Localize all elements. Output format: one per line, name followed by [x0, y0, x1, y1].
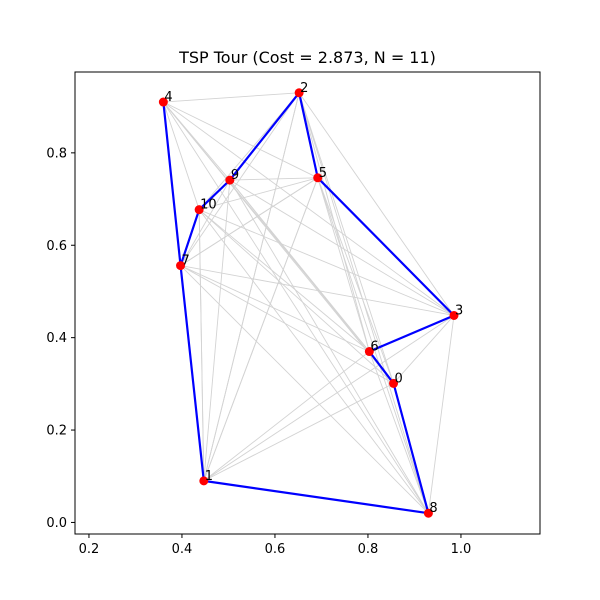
- background-edge-1-3: [203, 315, 455, 482]
- background-edge-1-0: [203, 382, 394, 482]
- node-label-9: 9: [231, 168, 239, 183]
- node-label-4: 4: [164, 90, 172, 105]
- background-edge-5-6: [317, 177, 370, 352]
- plot-area-frame: [74, 71, 541, 535]
- background-edge-6-8: [368, 351, 429, 514]
- background-edge-7-3: [180, 265, 455, 316]
- node-point-1: [199, 476, 209, 486]
- background-edge-4-10: [162, 101, 200, 210]
- node-label-2: 2: [300, 81, 308, 96]
- node-point-0: [389, 378, 399, 388]
- node-point-6: [364, 347, 374, 357]
- background-edge-4-5: [163, 101, 318, 179]
- node-point-5: [313, 173, 323, 183]
- y-tick-label: 0.0: [46, 516, 67, 531]
- node-point-8: [423, 508, 433, 518]
- x-axis-ticks: 0.2 0.4 0.6 0.8 1.0: [79, 534, 472, 557]
- y-tick-label: 0.4: [46, 331, 67, 346]
- background-edge-9-5: [229, 177, 318, 181]
- background-edge-4-2: [163, 92, 300, 103]
- chart-title: TSP Tour (Cost = 2.873, N = 11): [178, 48, 436, 67]
- node-point-9: [225, 175, 235, 185]
- node-label-10: 10: [200, 198, 217, 213]
- background-edge-3-0: [393, 315, 455, 384]
- x-tick-label: 1.0: [451, 542, 472, 557]
- background-edge-3-8: [427, 315, 455, 514]
- background-edge-7-6: [180, 265, 370, 352]
- node-label-5: 5: [319, 166, 327, 181]
- node-label-0: 0: [395, 371, 403, 386]
- node-labels: 0 1 2 3 4 5 6 7 8 9 10: [164, 81, 463, 516]
- y-tick-label: 0.6: [46, 239, 67, 254]
- background-edge-7-8: [180, 265, 429, 514]
- background-edge-4-8: [162, 101, 429, 514]
- background-edge-7-0: [180, 265, 394, 384]
- node-point-10: [194, 205, 204, 215]
- background-edge-5-0: [317, 177, 394, 384]
- background-edge-2-7: [180, 92, 300, 266]
- x-tick-label: 0.4: [172, 542, 193, 557]
- background-edge-5-8: [317, 177, 429, 514]
- node-label-8: 8: [429, 501, 437, 516]
- y-axis-ticks: 0.0 0.2 0.4 0.6 0.8: [46, 146, 75, 531]
- y-tick-label: 0.2: [46, 424, 67, 439]
- x-tick-label: 0.2: [79, 542, 100, 557]
- background-edge-9-8: [229, 179, 429, 514]
- y-tick-label: 0.8: [46, 146, 67, 161]
- background-edge-10-0: [198, 209, 394, 384]
- node-label-3: 3: [455, 303, 463, 318]
- node-point-2: [294, 88, 304, 98]
- node-point-7: [176, 261, 186, 271]
- background-edge-1-6: [203, 351, 370, 482]
- node-label-7: 7: [182, 254, 190, 269]
- background-edge-10-5: [199, 177, 318, 211]
- background-edge-9-7: [180, 179, 231, 266]
- background-edge-7-5: [180, 177, 318, 266]
- node-point-4: [158, 97, 168, 107]
- background-edge-1-5: [203, 177, 319, 482]
- background-edge-10-8: [198, 209, 429, 514]
- background-edge-10-3: [198, 209, 455, 316]
- background-edge-2-0: [298, 92, 394, 384]
- background-edge-2-3: [298, 92, 455, 316]
- background-edge-9-3: [229, 179, 455, 316]
- background-edge-9-1: [203, 180, 231, 481]
- node-markers: [158, 88, 459, 518]
- background-edge-10-6: [198, 209, 370, 352]
- background-edge-4-3: [163, 101, 455, 316]
- node-label-1: 1: [205, 469, 213, 484]
- background-edges: [162, 92, 455, 514]
- node-label-6: 6: [370, 340, 378, 355]
- background-edge-1-2: [203, 92, 300, 481]
- background-edge-1-10: [198, 209, 205, 481]
- x-tick-label: 0.6: [265, 542, 286, 557]
- node-point-3: [449, 310, 459, 320]
- x-tick-label: 0.8: [358, 542, 379, 557]
